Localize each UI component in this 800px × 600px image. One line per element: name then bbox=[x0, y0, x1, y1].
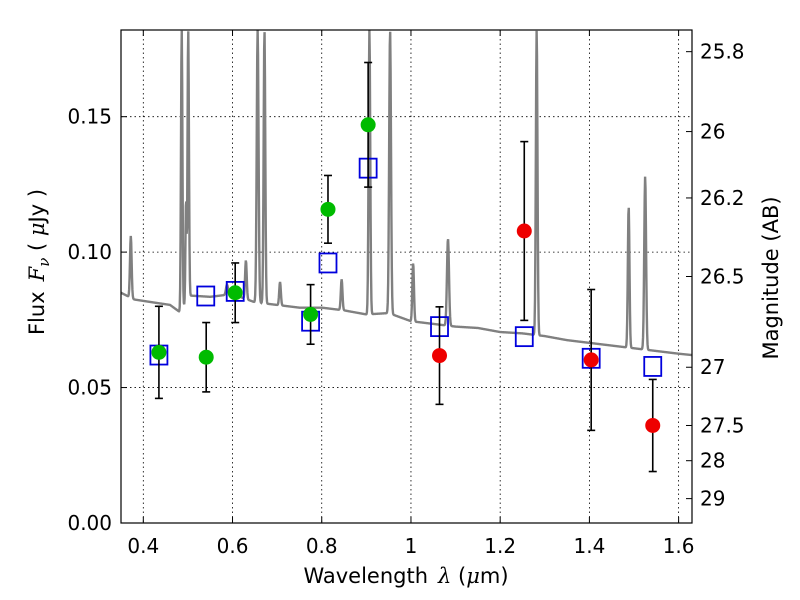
y-tick-label: 0.05 bbox=[67, 376, 112, 400]
detection-point bbox=[432, 348, 448, 364]
y-axis-label: FluxFν ( μJy ) bbox=[25, 189, 53, 335]
y2-tick-label: 26.5 bbox=[700, 265, 745, 289]
y-tick-label: 0.00 bbox=[67, 511, 112, 535]
x-tick-label: 1.2 bbox=[484, 534, 516, 558]
detection-point bbox=[227, 285, 243, 301]
detection-point bbox=[360, 117, 376, 133]
x-tick-label: 0.6 bbox=[217, 534, 249, 558]
chart-marks bbox=[121, 30, 692, 473]
axis-ticks: 0.4 0.6 0.8 1 1.2 1.4 1.6 0.00 0.05 0.10 0.15 25.8 2… bbox=[67, 30, 745, 558]
x-tick-label: 0.8 bbox=[306, 534, 338, 558]
y2-tick-label: 28 bbox=[700, 449, 725, 473]
y2-tick-label: 26 bbox=[700, 120, 725, 144]
grid-lines bbox=[121, 30, 692, 524]
detection-point bbox=[645, 417, 661, 433]
plot-frame bbox=[120, 29, 693, 524]
y2-tick-label: 25.8 bbox=[700, 40, 745, 64]
detection-point bbox=[583, 352, 599, 368]
detection-point bbox=[516, 223, 532, 239]
y2-tick-label: 27.5 bbox=[700, 413, 745, 437]
detection-point bbox=[303, 306, 319, 322]
x-tick-label: 1 bbox=[405, 534, 418, 558]
detection-point bbox=[320, 201, 336, 217]
x-axis-label: Wavelength λ (μm) bbox=[303, 564, 508, 588]
model-photometry-square bbox=[514, 326, 534, 348]
x-tick-label: 1.6 bbox=[663, 534, 695, 558]
detection-point bbox=[151, 344, 167, 360]
y-tick-label: 0.15 bbox=[67, 105, 112, 129]
detection-point bbox=[198, 349, 214, 365]
model-spectrum-line bbox=[121, 30, 692, 357]
model-photometry-square bbox=[643, 356, 663, 377]
x-tick-label: 0.4 bbox=[127, 534, 159, 558]
y2-tick-label: 26.2 bbox=[700, 186, 745, 210]
x-tick-label: 1.4 bbox=[573, 534, 605, 558]
plot-area bbox=[121, 30, 692, 523]
y2-axis-label: Magnitude (AB) bbox=[759, 196, 783, 359]
model-photometry-square bbox=[196, 285, 216, 307]
model-photometry-square bbox=[318, 252, 338, 274]
y2-tick-label: 27 bbox=[700, 355, 725, 379]
y2-tick-label: 29 bbox=[700, 487, 725, 511]
y-tick-label: 0.10 bbox=[67, 240, 112, 264]
